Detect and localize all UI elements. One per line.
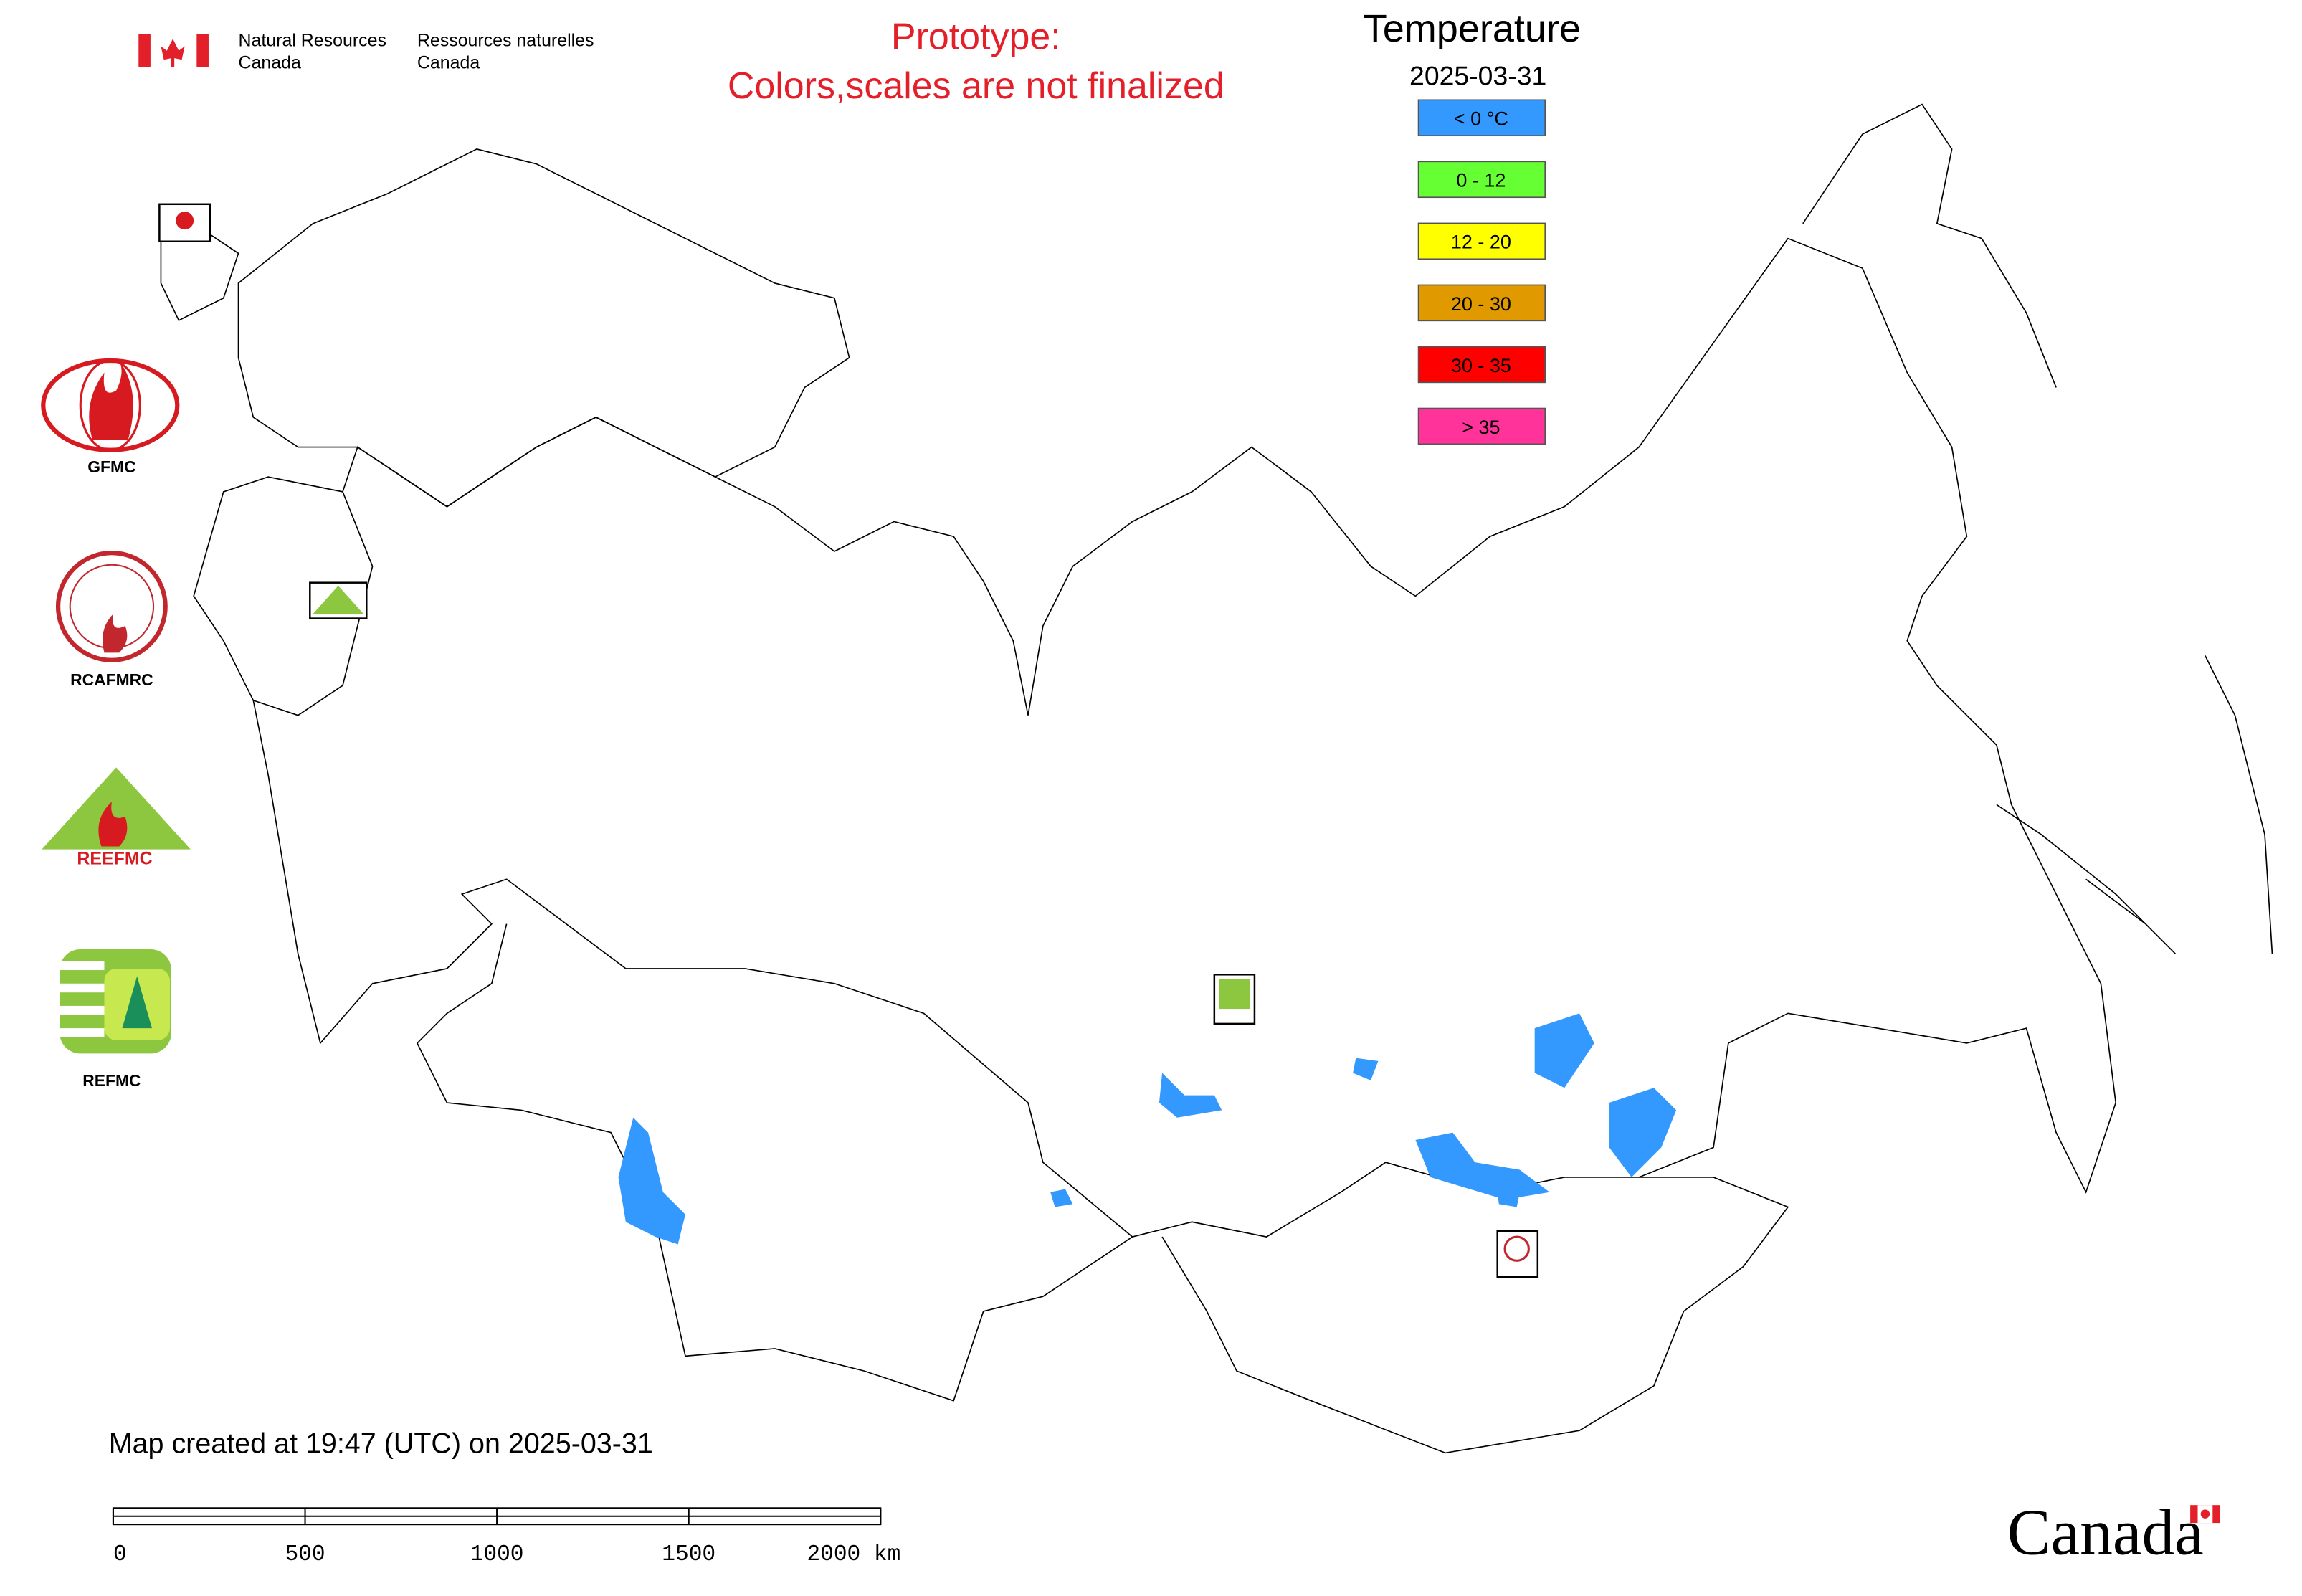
legend-swatch	[1417, 284, 1546, 322]
scale-label: 1000	[470, 1542, 524, 1567]
wordmark: Canada	[2007, 1496, 2204, 1569]
scale-label: 500	[285, 1542, 325, 1567]
rcafmrc-logo: RCAFMRC	[55, 550, 168, 689]
prototype-note: Colors,scales are not finalized	[728, 65, 1224, 107]
legend-label: < 0 °C	[1454, 108, 1508, 130]
legend-swatch	[1417, 346, 1546, 384]
goc-signature: Natural Resources Canada Ressources natu…	[138, 30, 594, 73]
scale-label: 0	[113, 1542, 127, 1567]
scale-label: 1500	[662, 1542, 715, 1567]
canada-wordmark: Canada	[2007, 1496, 2220, 1569]
country-outlines	[160, 103, 2273, 1454]
legend-swatch	[1417, 222, 1546, 260]
created-note: Map created at 19:47 (UTC) on 2025-03-31	[109, 1428, 653, 1459]
org-en: Canada	[239, 53, 301, 73]
legend: < 0 °C 0 - 12 12 - 20 20 - 30 30 - 35 > 35	[1417, 99, 1546, 445]
org-fr: Canada	[417, 53, 480, 73]
temperature-area	[618, 1013, 1677, 1245]
scale-bar: 0 500 1000 1500 2000 km	[112, 1507, 900, 1567]
logo-label: GFMC	[87, 457, 135, 476]
refmc-logo: REFMC	[60, 949, 172, 1090]
legend-label: 0 - 12	[1456, 170, 1506, 191]
legend-label: 20 - 30	[1451, 293, 1511, 315]
prototype-note: Prototype:	[891, 16, 1061, 58]
legend-swatch	[1417, 161, 1546, 199]
scale-label: 2000 km	[807, 1542, 900, 1567]
center-markers	[158, 203, 1539, 1278]
logo-label: RCAFMRC	[70, 670, 153, 689]
legend-swatch	[1417, 99, 1546, 137]
org-en: Natural Resources	[239, 30, 386, 50]
org-fr: Ressources naturelles	[417, 30, 594, 50]
logo-label: REFMC	[82, 1071, 141, 1090]
legend-date: 2025-03-31	[1409, 61, 1546, 91]
gfmc-logo: GFMC	[41, 358, 180, 476]
reefmc-logo: REEFMC	[39, 767, 193, 868]
legend-swatch	[1417, 407, 1546, 445]
legend-label: > 35	[1462, 417, 1500, 438]
legend-title: Temperature	[1364, 7, 1581, 50]
logo-label: REEFMC	[77, 848, 152, 868]
legend-label: 30 - 35	[1451, 355, 1511, 376]
legend-label: 12 - 20	[1451, 232, 1511, 253]
